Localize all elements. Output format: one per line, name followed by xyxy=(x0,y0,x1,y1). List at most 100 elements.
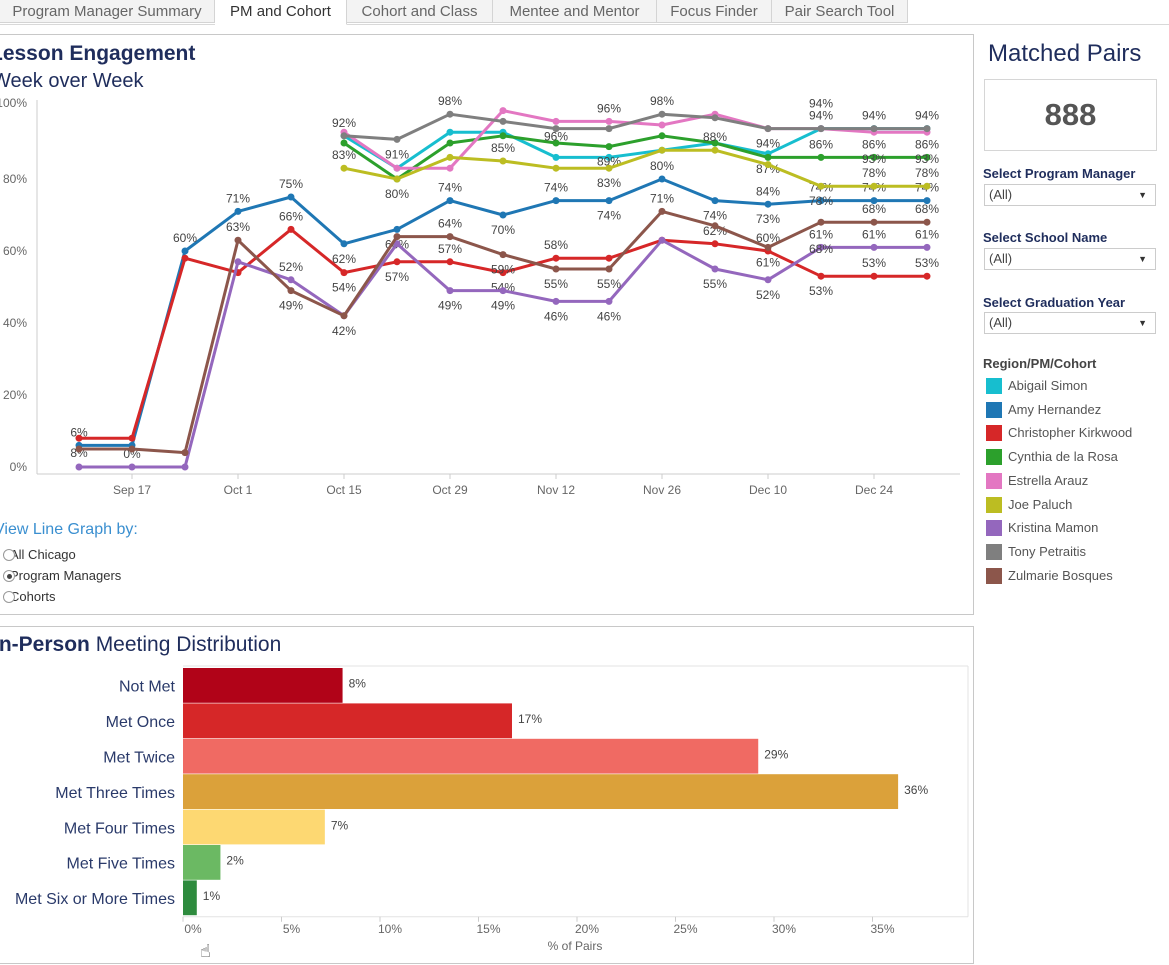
data-point xyxy=(393,164,401,172)
data-label: 71% xyxy=(650,191,674,205)
data-label: 74% xyxy=(544,181,568,195)
data-point xyxy=(552,125,560,133)
data-point xyxy=(340,312,348,320)
data-point xyxy=(923,272,931,280)
data-point xyxy=(711,222,719,230)
tab-focus-finder[interactable]: Focus Finder xyxy=(657,0,772,23)
legend-label: Amy Hernandez xyxy=(1008,401,1102,417)
data-point xyxy=(499,132,507,140)
bar-value-label: 17% xyxy=(518,712,542,726)
legend-swatch xyxy=(986,496,1002,513)
radio-button[interactable] xyxy=(3,549,15,561)
data-point xyxy=(499,287,507,295)
data-point xyxy=(711,139,719,147)
data-point xyxy=(658,121,666,129)
data-point xyxy=(446,153,454,161)
data-point xyxy=(817,243,825,251)
data-point xyxy=(870,218,878,226)
data-label: 83% xyxy=(597,176,621,190)
radio-all-chicago[interactable]: All Chicago xyxy=(3,547,76,562)
legend-label: Cynthia de la Rosa xyxy=(1008,449,1118,465)
data-point xyxy=(446,197,454,205)
data-label: 92% xyxy=(332,116,356,130)
bar-value-label: 29% xyxy=(764,748,788,762)
data-label: 75% xyxy=(279,177,303,191)
bar xyxy=(183,738,759,774)
x-tick-label: Dec 10 xyxy=(749,483,787,497)
data-label: 84% xyxy=(756,185,780,199)
data-label: 53% xyxy=(915,256,939,270)
data-label: 42% xyxy=(332,324,356,338)
series-line xyxy=(343,148,927,188)
data-point xyxy=(181,463,189,471)
school-name-filter-label: Select School Name xyxy=(983,230,1108,245)
data-point xyxy=(658,146,666,154)
tab-cohort-and-class[interactable]: Cohort and Class xyxy=(347,0,493,23)
school-name-select[interactable]: (All) ▼ xyxy=(984,248,1156,270)
data-label: 93% xyxy=(862,152,886,166)
bar xyxy=(183,668,343,703)
data-label: 57% xyxy=(385,270,409,284)
data-label: 52% xyxy=(756,288,780,302)
data-point xyxy=(923,243,931,251)
legend-swatch xyxy=(986,401,1002,418)
legend-label: Christopher Kirkwood xyxy=(1008,425,1133,441)
data-label: 80% xyxy=(385,187,409,201)
data-label: 94% xyxy=(915,109,939,123)
data-point xyxy=(711,146,719,154)
radio-program-managers[interactable]: Program Managers xyxy=(3,568,121,583)
data-point xyxy=(764,200,772,208)
series-estrella-arauz: 96%96%94%94%93% 93% xyxy=(340,97,939,172)
data-point xyxy=(446,164,454,172)
data-point xyxy=(552,153,560,161)
legend-label: Joe Paluch xyxy=(1008,496,1073,512)
data-label: 46% xyxy=(597,309,621,323)
bar-value-label: 1% xyxy=(203,889,221,903)
series-line xyxy=(343,134,927,181)
data-point xyxy=(499,107,507,115)
hand-cursor-icon: ☝ xyxy=(200,941,211,961)
series-joe-paluch: 83% 85% 83% 88% 84% 78% 78% 78% xyxy=(332,130,939,208)
data-point xyxy=(552,197,560,205)
data-label: 55% xyxy=(544,277,568,291)
radio-button-selected[interactable] xyxy=(3,570,15,582)
data-point xyxy=(75,463,83,471)
y-tick-label: 80% xyxy=(3,172,27,186)
data-point xyxy=(128,445,136,453)
data-point xyxy=(923,182,931,190)
bar xyxy=(183,703,512,739)
data-point xyxy=(340,269,348,277)
x-axis-title: % of Pairs xyxy=(548,939,603,953)
data-label: 61% xyxy=(862,227,886,241)
graduation-year-select[interactable]: (All) ▼ xyxy=(984,312,1156,334)
data-point xyxy=(75,434,83,442)
data-label: 49% xyxy=(438,299,462,313)
radio-label: Cohorts xyxy=(10,589,56,604)
legend-swatch xyxy=(986,567,1002,584)
data-label: 96% xyxy=(597,101,621,115)
data-label: 64% xyxy=(438,217,462,231)
radio-cohorts[interactable]: Cohorts xyxy=(3,589,56,604)
program-manager-select[interactable]: (All) ▼ xyxy=(984,184,1156,206)
data-point xyxy=(870,197,878,205)
data-point xyxy=(287,193,295,201)
data-point xyxy=(817,153,825,161)
data-label: 55% xyxy=(597,277,621,291)
tab-pm-and-cohort[interactable]: PM and Cohort xyxy=(215,0,347,25)
data-label: 59% xyxy=(491,263,515,277)
category-label: Met Four Times xyxy=(64,820,175,837)
graduation-year-filter-label: Select Graduation Year xyxy=(983,295,1126,310)
x-tick-label: 15% xyxy=(476,922,500,936)
data-label: 54% xyxy=(332,281,356,295)
tab-pair-search-tool[interactable]: Pair Search Tool xyxy=(772,0,908,23)
data-label: 78% xyxy=(915,166,939,180)
data-point xyxy=(552,265,560,273)
tab-mentee-and-mentor[interactable]: Mentee and Mentor xyxy=(493,0,657,23)
data-point xyxy=(340,164,348,172)
radio-button[interactable] xyxy=(3,591,15,603)
data-point xyxy=(128,434,136,442)
data-point xyxy=(764,243,772,251)
tab-program-manager-summary[interactable]: Program Manager Summary xyxy=(0,0,215,23)
data-label: 61% xyxy=(756,255,780,269)
data-point xyxy=(234,258,242,266)
